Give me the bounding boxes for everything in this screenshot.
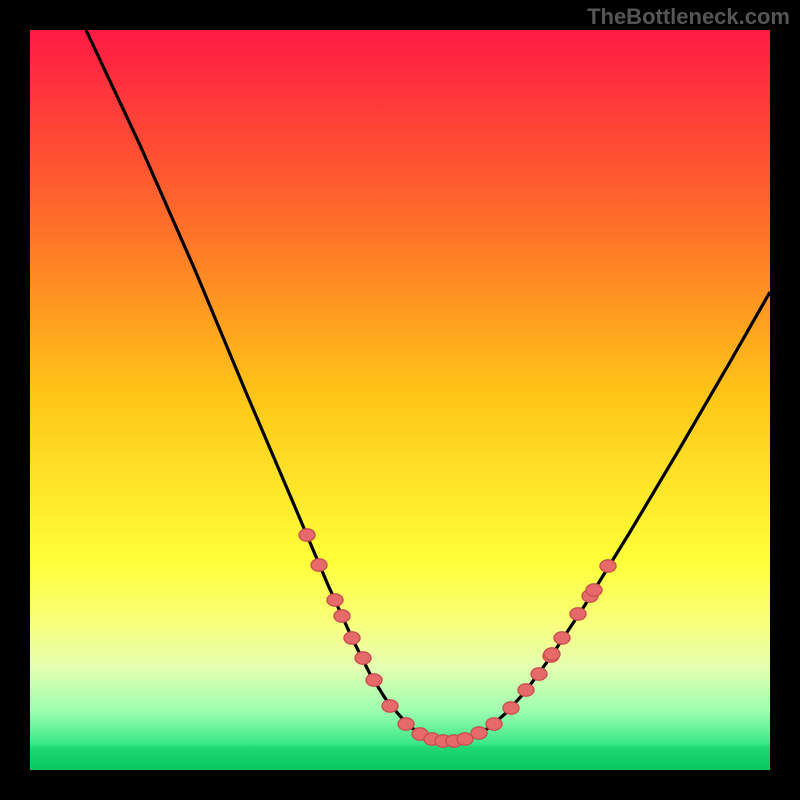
- data-marker: [554, 632, 570, 644]
- data-marker: [311, 559, 327, 571]
- data-marker: [382, 700, 398, 712]
- data-marker: [503, 702, 519, 714]
- data-marker: [334, 610, 350, 622]
- data-marker: [544, 648, 560, 660]
- data-marker: [586, 584, 602, 596]
- data-marker: [398, 718, 414, 730]
- chart-frame: TheBottleneck.com: [0, 0, 800, 800]
- data-marker: [531, 668, 547, 680]
- watermark-text: TheBottleneck.com: [587, 4, 790, 30]
- data-marker: [355, 652, 371, 664]
- data-marker: [344, 632, 360, 644]
- data-marker: [299, 529, 315, 541]
- data-marker: [486, 718, 502, 730]
- data-marker: [518, 684, 534, 696]
- plot-background: [30, 30, 770, 770]
- data-marker: [471, 727, 487, 739]
- data-marker: [600, 560, 616, 572]
- data-marker: [366, 674, 382, 686]
- data-marker: [327, 594, 343, 606]
- chart-svg: [0, 0, 800, 800]
- data-marker: [570, 608, 586, 620]
